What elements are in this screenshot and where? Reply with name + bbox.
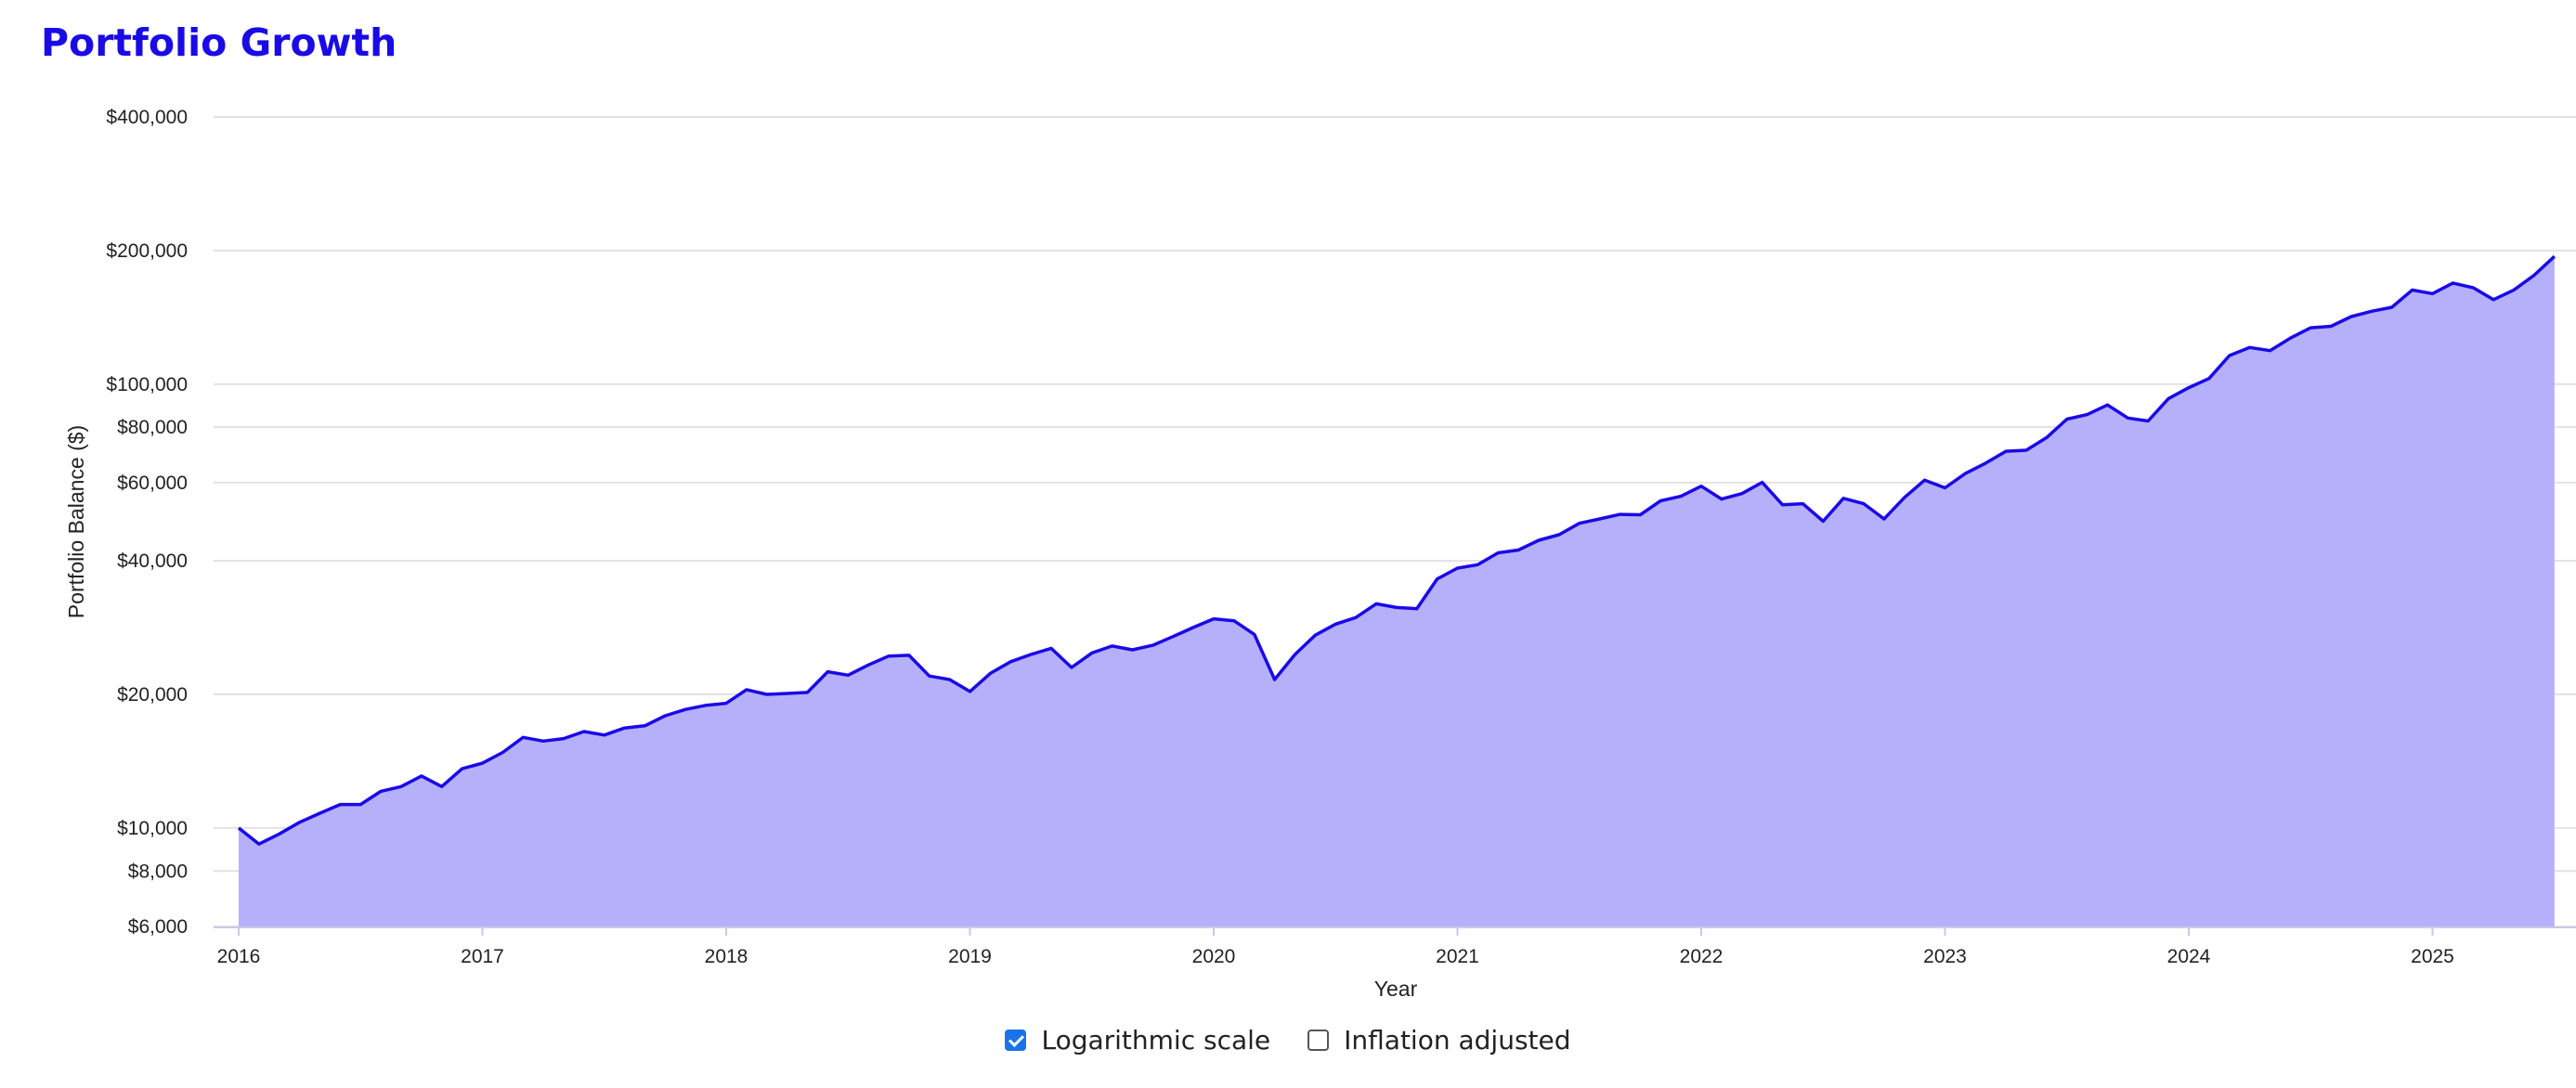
log-scale-label: Logarithmic scale (1041, 1025, 1271, 1056)
y-tick-label: $40,000 (117, 550, 188, 572)
x-tick-label: 2018 (705, 946, 748, 967)
y-tick-label: $10,000 (117, 818, 188, 839)
y-tick-label: $100,000 (106, 374, 188, 395)
page-title: Portfolio Growth (41, 20, 397, 65)
x-tick-label: 2017 (461, 946, 504, 967)
y-tick-label: $60,000 (117, 473, 188, 494)
x-tick-label: 2016 (217, 946, 261, 967)
x-tick-label: 2025 (2411, 946, 2454, 967)
series-line (237, 254, 2556, 846)
x-tick-label: 2020 (1192, 946, 1236, 967)
x-tick-label: 2019 (948, 946, 992, 967)
x-tick-label: 2021 (1436, 946, 1479, 967)
area-layer (237, 254, 2556, 926)
y-tick-label: $20,000 (117, 684, 188, 706)
x-tick-label: 2024 (2167, 946, 2211, 967)
y-tick-label: $80,000 (117, 417, 188, 438)
y-tick-label: $400,000 (106, 107, 188, 128)
series-area (239, 256, 2555, 926)
axis-layer (214, 926, 2576, 936)
x-axis-title: Year (1374, 977, 1418, 1001)
x-tick-labels: 2016 2017 2018 2019 2020 2021 2022 2023 2024 2025 (217, 946, 2454, 967)
inflation-checkbox[interactable] (1308, 1030, 1330, 1051)
y-tick-label: $200,000 (106, 240, 188, 262)
inflation-label: Inflation adjusted (1344, 1025, 1571, 1056)
y-axis-title: Portfolio Balance ($) (64, 425, 88, 618)
chart-controls: Logarithmic scale Inflation adjusted (0, 1025, 2576, 1056)
x-tick-label: 2023 (1923, 946, 1967, 967)
y-tick-labels: $6,000 $8,000 $10,000 $20,000 $40,000 $60,000… (106, 107, 188, 938)
inflation-toggle[interactable]: Inflation adjusted (1308, 1025, 1571, 1056)
log-scale-toggle[interactable]: Logarithmic scale (1005, 1025, 1270, 1056)
x-tick-label: 2022 (1680, 946, 1724, 967)
y-tick-label: $6,000 (128, 916, 188, 938)
log-scale-checkbox[interactable] (1005, 1030, 1027, 1051)
y-tick-label: $8,000 (128, 861, 188, 882)
portfolio-chart: $6,000 $8,000 $10,000 $20,000 $40,000 $60,000… (64, 107, 2576, 1001)
